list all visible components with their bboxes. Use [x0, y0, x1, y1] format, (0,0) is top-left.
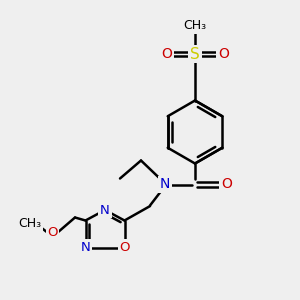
Text: CH₃: CH₃ [183, 19, 207, 32]
Text: O: O [218, 47, 229, 61]
Text: CH₃: CH₃ [18, 217, 42, 230]
Text: N: N [100, 203, 110, 217]
Text: S: S [190, 46, 200, 62]
Text: O: O [161, 47, 172, 61]
Text: O: O [221, 178, 232, 191]
Text: N: N [160, 178, 170, 191]
Text: N: N [81, 241, 90, 254]
Text: O: O [47, 226, 58, 239]
Text: O: O [119, 241, 130, 254]
